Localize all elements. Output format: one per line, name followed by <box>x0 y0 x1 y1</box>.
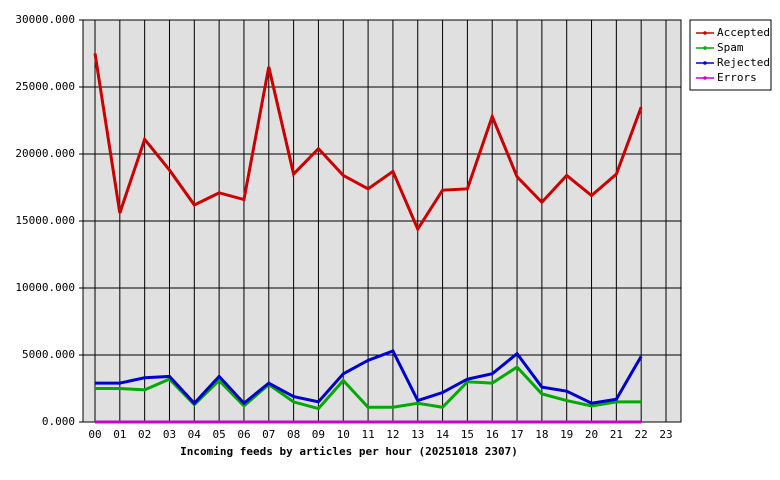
x-tick-label: 01 <box>113 428 126 441</box>
x-tick-label: 05 <box>213 428 226 441</box>
x-tick-label: 06 <box>237 428 250 441</box>
legend-label: Rejected <box>717 56 770 69</box>
x-tick-label: 13 <box>411 428 424 441</box>
x-tick-label: 16 <box>486 428 499 441</box>
legend-marker <box>703 76 707 80</box>
x-tick-label: 20 <box>585 428 598 441</box>
x-tick-label: 17 <box>510 428 523 441</box>
series-line <box>95 349 643 406</box>
legend-marker <box>703 61 707 65</box>
y-tick-label: 20000.000 <box>15 147 75 160</box>
x-tick-label: 07 <box>262 428 275 441</box>
x-tick-label: 02 <box>138 428 151 441</box>
x-tick-label: 18 <box>535 428 548 441</box>
x-tick-label: 11 <box>361 428 374 441</box>
y-tick-label: 0.000 <box>42 415 75 428</box>
x-tick-label: 14 <box>436 428 450 441</box>
y-tick-label: 15000.000 <box>15 214 75 227</box>
y-tick-label: 30000.000 <box>15 13 75 26</box>
legend-label: Errors <box>717 71 757 84</box>
x-tick-label: 00 <box>88 428 101 441</box>
x-tick-label: 22 <box>635 428 648 441</box>
y-tick-label: 10000.000 <box>15 281 75 294</box>
x-tick-label: 15 <box>461 428 474 441</box>
series-line <box>93 53 643 233</box>
x-tick-label: 10 <box>337 428 350 441</box>
legend-marker <box>703 31 707 35</box>
legend-marker <box>703 46 707 50</box>
x-tick-label: 03 <box>163 428 176 441</box>
legend-label: Spam <box>717 41 744 54</box>
x-tick-label: 09 <box>312 428 325 441</box>
x-tick-label: 12 <box>386 428 399 441</box>
y-tick-label: 25000.000 <box>15 80 75 93</box>
legend-label: Accepted <box>717 26 770 39</box>
x-tick-label: 23 <box>659 428 672 441</box>
x-tick-label: 08 <box>287 428 300 441</box>
x-axis-label: Incoming feeds by articles per hour (202… <box>180 445 518 458</box>
x-tick-label: 04 <box>188 428 202 441</box>
y-tick-label: 5000.000 <box>22 348 75 361</box>
x-tick-label: 19 <box>560 428 573 441</box>
x-tick-label: 21 <box>610 428 623 441</box>
